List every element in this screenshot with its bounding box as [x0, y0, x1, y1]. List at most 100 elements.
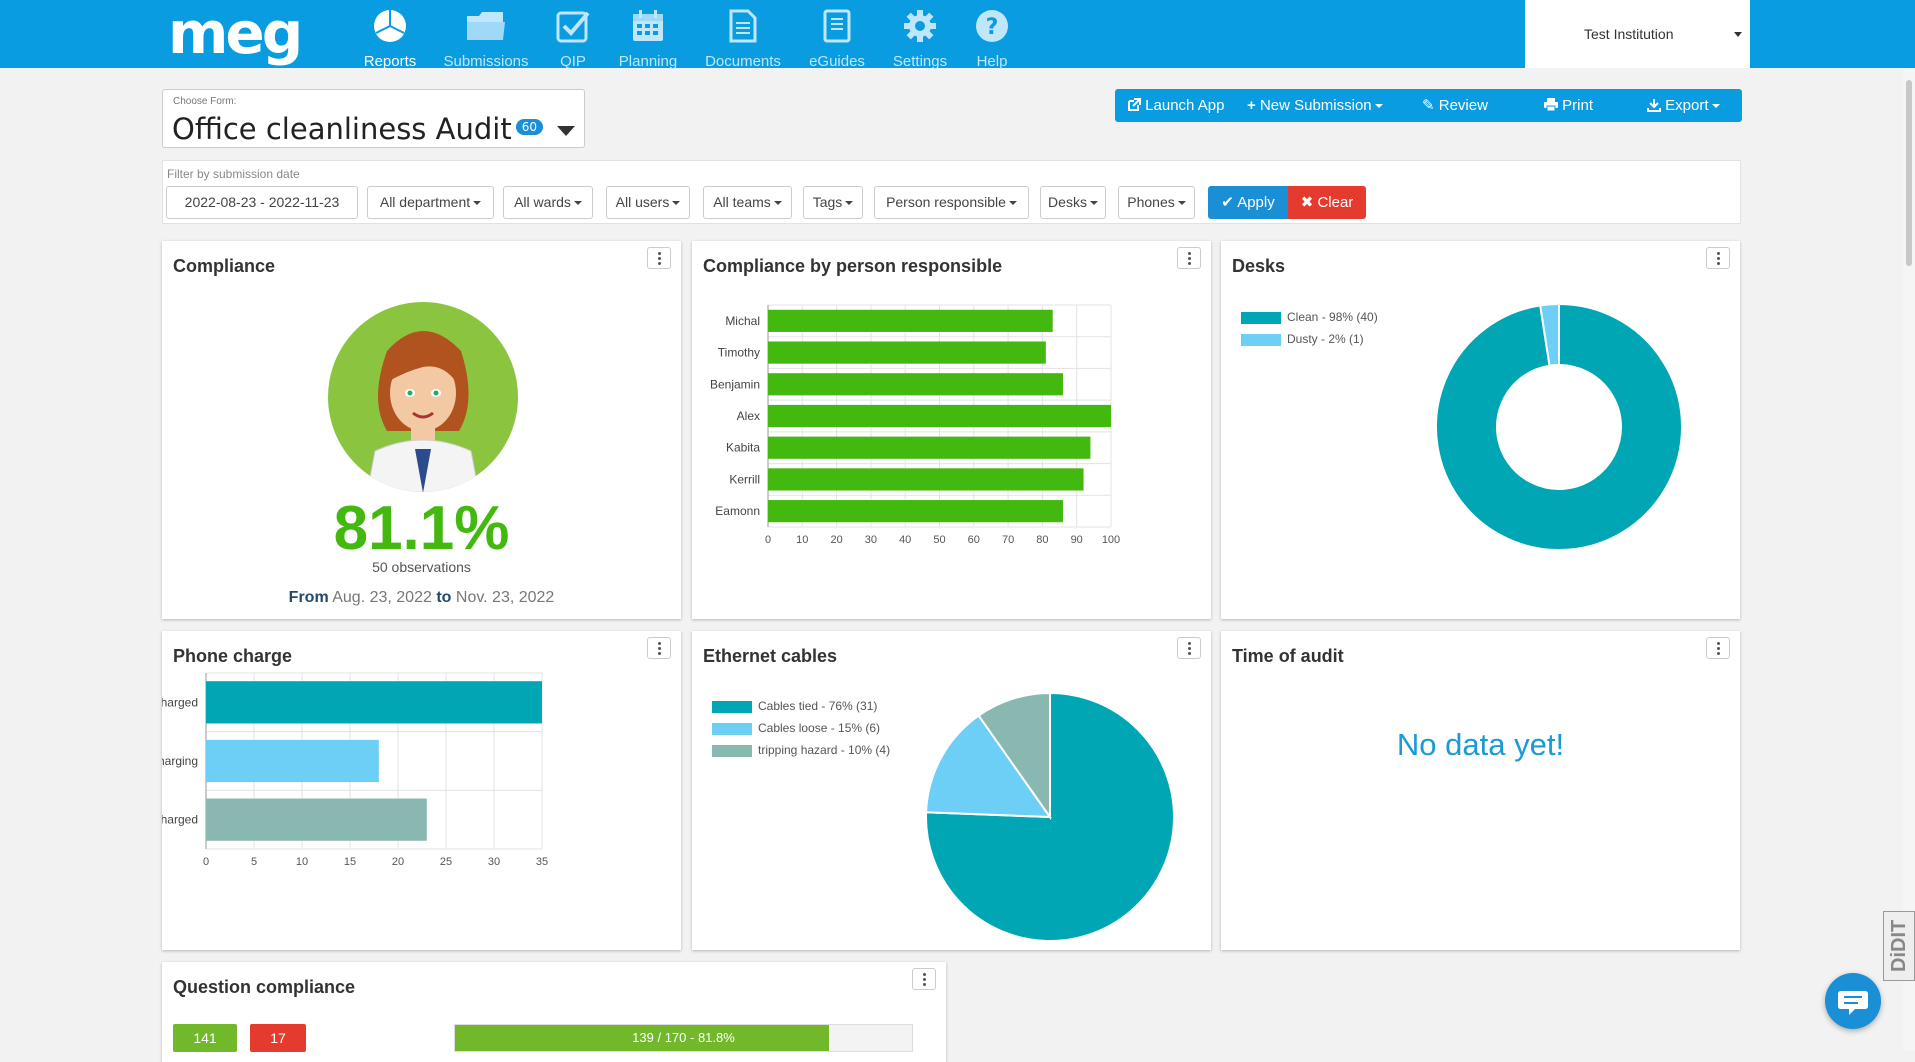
- pie-slice: [977, 691, 1051, 821]
- y-tick-label: charging: [162, 754, 198, 768]
- to-date: Nov. 23, 2022: [455, 589, 555, 606]
- new-submission-button[interactable]: + New Submission: [1247, 89, 1383, 122]
- y-tick-label: Benjamin: [710, 377, 760, 391]
- tags-filter[interactable]: Tags: [803, 186, 863, 219]
- print-label: Print: [1562, 97, 1594, 114]
- nav-help[interactable]: ? Help: [944, 8, 1040, 70]
- teams-filter[interactable]: All teams: [703, 186, 792, 219]
- department-filter-label: All department: [379, 194, 471, 210]
- pie-slice: [1435, 302, 1683, 551]
- no-data-message: No data yet!: [1396, 727, 1565, 762]
- form-chooser[interactable]: Choose Form: Office cleanliness Audit 60: [162, 89, 585, 148]
- compliant-count-badge: 141: [173, 1024, 237, 1052]
- legend-item[interactable]: Cables tied - 76% (31): [712, 699, 877, 713]
- legend-item[interactable]: tripping hazard - 10% (4): [712, 743, 890, 757]
- export-button[interactable]: Export: [1647, 89, 1720, 122]
- nav-qip[interactable]: QIP: [525, 8, 621, 70]
- chat-button[interactable]: [1825, 973, 1881, 1029]
- date-range-input[interactable]: 2022-08-23 - 2022-11-23: [166, 186, 358, 219]
- department-filter[interactable]: All department: [367, 186, 494, 219]
- caret-down-icon[interactable]: [557, 126, 575, 136]
- print-button[interactable]: Print: [1544, 89, 1593, 122]
- users-filter-label: All users: [615, 194, 670, 210]
- card-menu-button[interactable]: [647, 247, 671, 269]
- nav-label: Planning: [618, 53, 678, 70]
- from-date: Aug. 23, 2022: [332, 589, 432, 606]
- nav-documents[interactable]: Documents: [695, 8, 791, 70]
- launch-app-button[interactable]: Launch App: [1127, 89, 1224, 122]
- legend-item[interactable]: Cables loose - 15% (6): [712, 721, 880, 735]
- card-menu-button[interactable]: [1706, 247, 1730, 269]
- reports-pie-icon: [374, 10, 406, 42]
- phones-filter-label: Phones: [1127, 194, 1175, 210]
- card-title: Time of audit: [1232, 646, 1344, 666]
- caret-down-icon: [1177, 201, 1186, 206]
- scrollbar-thumb[interactable]: [1906, 80, 1912, 266]
- card-title: Question compliance: [173, 977, 356, 997]
- review-button[interactable]: ✎ Review: [1422, 89, 1488, 122]
- legend-swatch: [1241, 311, 1281, 324]
- nav-planning[interactable]: Planning: [600, 8, 696, 70]
- didit-widget[interactable]: DiDIT: [1883, 911, 1915, 981]
- action-bar: Launch App + New Submission ✎ Review Pri…: [1115, 89, 1742, 122]
- y-tick-label: Kerrill: [729, 472, 760, 486]
- filter-caption: Filter by submission date: [167, 167, 300, 181]
- y-tick-label: Kabita: [726, 441, 760, 455]
- x-tick-label: 0: [765, 534, 771, 546]
- meg-logo[interactable]: meg: [168, 0, 303, 67]
- svg-text:?: ?: [986, 15, 999, 40]
- card-menu-button[interactable]: [647, 637, 671, 659]
- legend-swatch: [712, 722, 752, 735]
- noncompliant-count-badge: 17: [250, 1024, 306, 1052]
- clear-button[interactable]: ✖ Clear: [1288, 186, 1366, 219]
- desks-filter[interactable]: Desks: [1040, 186, 1106, 219]
- apply-button[interactable]: ✔ Apply: [1208, 186, 1288, 219]
- card-title: Phone charge: [173, 646, 293, 666]
- person-compliance-chart: 0 10 20 30 40 50 60 70 80 90 100 Michal Timothy Benja…: [710, 304, 1120, 546]
- x-tick-label: 35: [536, 856, 548, 868]
- x-tick-label: 50: [933, 534, 945, 546]
- nav-label: QIP: [560, 53, 586, 70]
- x-tick-label: 5: [251, 856, 257, 868]
- nav-reports[interactable]: Reports: [342, 8, 438, 70]
- card-menu-button[interactable]: [912, 968, 936, 990]
- bar: [768, 309, 1053, 332]
- from-label: From: [288, 589, 329, 606]
- nav-eguides[interactable]: eGuides: [789, 8, 885, 70]
- folder-icon: [467, 12, 505, 40]
- legend-item[interactable]: Clean - 98% (40): [1241, 310, 1378, 324]
- y-tick-label: not charged: [162, 813, 198, 827]
- card-menu-button[interactable]: [1177, 247, 1201, 269]
- person-responsible-filter-label: Person responsible: [886, 194, 1006, 210]
- gear-icon: [904, 10, 936, 42]
- page-scrollbar[interactable]: [1903, 68, 1915, 1051]
- nav-label: Documents: [705, 53, 781, 70]
- x-tick-label: 25: [440, 856, 452, 868]
- desks-card: Desks Clean - 98% (40) Dusty - 2% (1): [1221, 241, 1740, 619]
- nav-settings[interactable]: Settings: [872, 8, 968, 70]
- legend-item[interactable]: Dusty - 2% (1): [1241, 332, 1364, 346]
- nav-submissions[interactable]: Submissions: [438, 8, 534, 70]
- phone-charge-chart: 0 5 10 15 20 25 30 35 charged charging not charged: [162, 672, 548, 868]
- wards-filter[interactable]: All wards: [503, 186, 593, 219]
- y-tick-label: Michal: [725, 314, 760, 328]
- caret-down-icon: [672, 201, 681, 206]
- x-tick-label: 0: [203, 856, 209, 868]
- compliance-by-person-card: Compliance by person responsible 0 10 20 30…: [692, 241, 1211, 619]
- person-responsible-filter[interactable]: Person responsible: [874, 186, 1029, 219]
- x-tick-label: 40: [899, 534, 911, 546]
- card-title: Compliance by person responsible: [703, 256, 1003, 276]
- question-progress-label: 139 / 170 - 81.8%: [632, 1030, 735, 1045]
- institution-select[interactable]: Test Institution: [1525, 0, 1750, 68]
- institution-name: Test Institution: [1584, 26, 1674, 42]
- launch-app-label: Launch App: [1145, 97, 1225, 114]
- users-filter[interactable]: All users: [606, 186, 690, 219]
- to-label: to: [436, 589, 452, 606]
- phones-filter[interactable]: Phones: [1118, 186, 1195, 219]
- card-menu-button[interactable]: [1177, 637, 1201, 659]
- x-tick-label: 15: [344, 856, 356, 868]
- observations-count: 50 observations: [372, 559, 471, 575]
- card-menu-button[interactable]: [1706, 637, 1730, 659]
- plus-icon: +: [1247, 97, 1256, 114]
- ethernet-cables-card: Ethernet cables Cables tied - 76% (31) C…: [692, 631, 1211, 950]
